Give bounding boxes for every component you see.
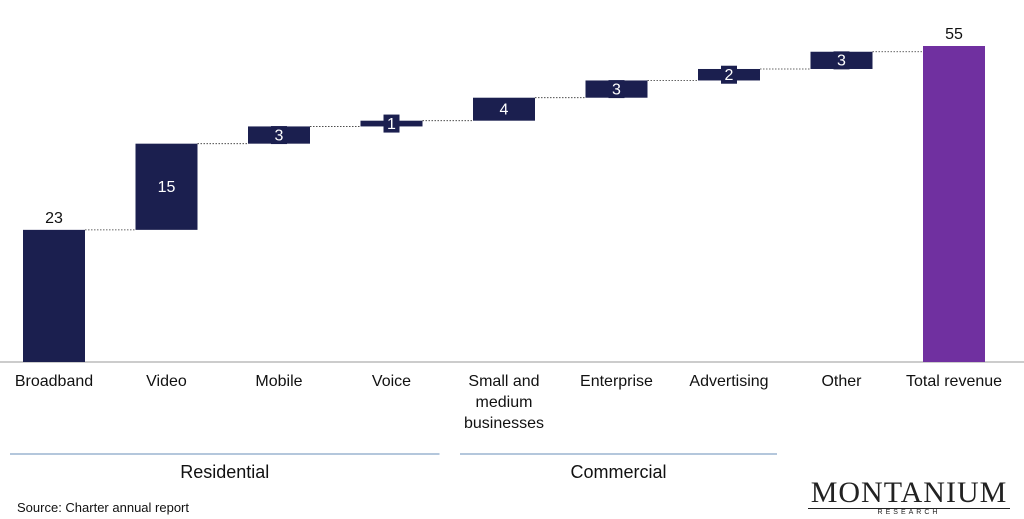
x-tick-label: Total revenue (905, 373, 1003, 390)
label-bg (721, 65, 737, 84)
group-label: Residential (180, 462, 270, 482)
value-label: 4 (500, 101, 509, 118)
logo-name: MONTANIUM (810, 476, 1008, 509)
x-tick-label: Enterprise (580, 373, 653, 390)
x-tick-label: Small and medium businesses (463, 373, 545, 432)
bar (923, 46, 985, 362)
bar (135, 143, 198, 230)
x-tick-label: Voice (371, 373, 412, 390)
value-label: 55 (945, 26, 963, 43)
logo-sub: RESEARCH (808, 508, 1010, 517)
label-bg (608, 80, 625, 99)
value-label: 23 (45, 210, 63, 227)
bar (23, 229, 85, 362)
label-bg (383, 114, 400, 133)
logo: MONTANIUM RESEARCH (800, 478, 1018, 517)
bar (473, 97, 535, 121)
value-label: 2 (725, 67, 734, 84)
value-label: 3 (837, 53, 846, 70)
x-tick-label: Advertising (689, 373, 769, 390)
value-label: 3 (612, 81, 621, 98)
x-tick-label: Mobile (255, 373, 303, 390)
value-label: 3 (275, 127, 284, 144)
group-label: Commercial (570, 462, 667, 482)
x-tick-label: Video (146, 373, 187, 390)
value-label: 1 (387, 116, 396, 133)
x-tick-label: Broadband (14, 373, 94, 390)
x-tick-label: Other (821, 373, 862, 390)
value-label: 15 (158, 179, 176, 196)
label-bg (271, 126, 287, 145)
source-note: Source: Charter annual report (17, 500, 189, 515)
label-bg (833, 51, 850, 70)
